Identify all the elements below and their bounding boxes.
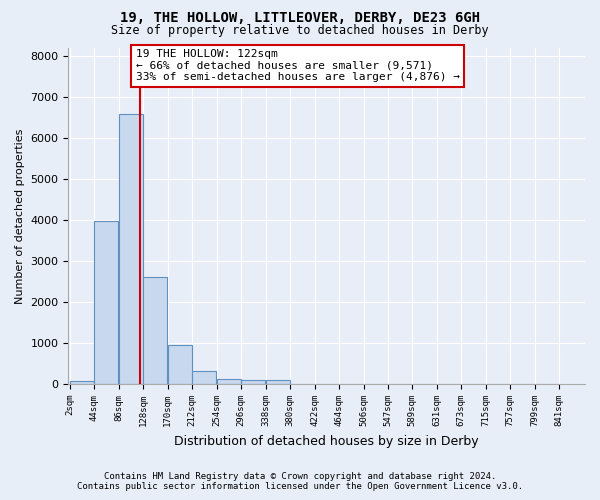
Bar bbox=[119, 114, 143, 384]
Bar bbox=[217, 380, 241, 384]
Bar bbox=[94, 221, 118, 384]
Bar bbox=[266, 380, 290, 384]
Bar bbox=[241, 380, 265, 384]
Y-axis label: Number of detached properties: Number of detached properties bbox=[15, 128, 25, 304]
Bar bbox=[70, 381, 94, 384]
Text: 19 THE HOLLOW: 122sqm
← 66% of detached houses are smaller (9,571)
33% of semi-d: 19 THE HOLLOW: 122sqm ← 66% of detached … bbox=[136, 49, 460, 82]
Bar bbox=[168, 345, 192, 384]
X-axis label: Distribution of detached houses by size in Derby: Distribution of detached houses by size … bbox=[175, 434, 479, 448]
Text: Size of property relative to detached houses in Derby: Size of property relative to detached ho… bbox=[111, 24, 489, 37]
Bar bbox=[193, 372, 217, 384]
Text: Contains HM Land Registry data © Crown copyright and database right 2024.
Contai: Contains HM Land Registry data © Crown c… bbox=[77, 472, 523, 491]
Text: 19, THE HOLLOW, LITTLEOVER, DERBY, DE23 6GH: 19, THE HOLLOW, LITTLEOVER, DERBY, DE23 … bbox=[120, 11, 480, 25]
Bar bbox=[143, 276, 167, 384]
